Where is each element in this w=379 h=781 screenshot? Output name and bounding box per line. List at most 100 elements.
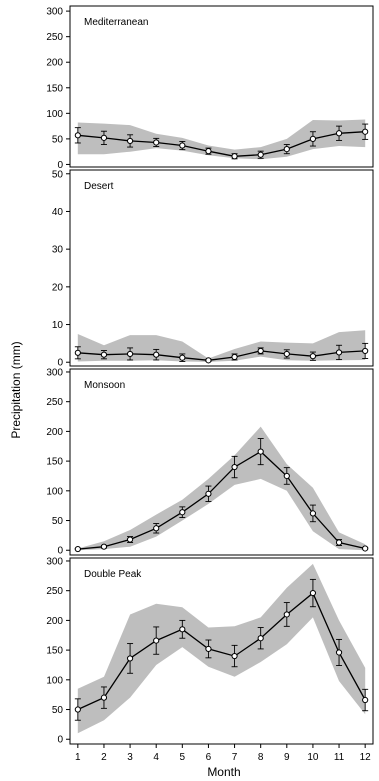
y-tick-label: 50 [52, 516, 64, 527]
panel-label: Monsoon [84, 380, 125, 391]
y-tick-label: 200 [46, 427, 63, 438]
data-point [362, 128, 369, 135]
data-point [153, 351, 160, 358]
data-point [179, 626, 186, 633]
y-tick-label: 300 [46, 7, 63, 18]
y-tick-label: 100 [46, 486, 63, 497]
data-point [335, 130, 343, 137]
data-point [335, 649, 343, 656]
data-point [179, 354, 186, 361]
panel-label: Desert [84, 181, 114, 192]
y-tick-label: 200 [46, 616, 63, 627]
data-point [205, 148, 212, 155]
data-point [309, 135, 317, 142]
y-tick-label: 0 [57, 358, 63, 369]
data-point [231, 463, 238, 471]
data-point [283, 350, 290, 358]
y-tick-label: 0 [57, 160, 63, 171]
y-tick-label: 20 [52, 282, 64, 293]
x-tick-label: 4 [153, 752, 159, 763]
panel-frame [69, 557, 374, 745]
data-point [205, 357, 212, 364]
data-point [100, 694, 108, 701]
x-tick-label: 1 [75, 752, 81, 763]
x-axis-title: Month [207, 765, 240, 779]
x-tick-label: 9 [284, 752, 290, 763]
data-point [362, 347, 369, 355]
x-tick-label: 12 [360, 752, 372, 763]
data-point [283, 611, 290, 618]
y-tick-label: 150 [46, 646, 63, 657]
chart-panels: 050100150200250300Mediterranean010203040… [46, 5, 374, 746]
data-point [283, 146, 290, 153]
panel: 0 50 100 150 200 250 300 Double Peak [46, 556, 374, 746]
range-band [77, 330, 366, 362]
panel-frame [69, 5, 374, 168]
range-band [77, 119, 366, 160]
y-tick-label: 100 [46, 109, 63, 120]
data-point [74, 132, 81, 139]
x-tick-label: 8 [258, 752, 264, 763]
y-tick-label: 250 [46, 397, 63, 408]
series-line [77, 592, 366, 711]
data-point [179, 142, 186, 149]
data-point [231, 353, 238, 361]
data-point [74, 349, 81, 356]
x-axis: 1 2 3 4 5 6 7 8 9 10 11 12 [75, 744, 371, 763]
y-tick-label: 10 [52, 320, 64, 331]
panel-label: Mediterranean [84, 17, 148, 28]
data-point [231, 652, 238, 660]
data-point [362, 545, 369, 552]
data-point [257, 347, 264, 355]
x-tick-label: 11 [334, 752, 345, 763]
y-tick-label: 0 [57, 735, 63, 746]
panel: 0 50 100 150 200 250 300 Monsoon [46, 367, 374, 557]
panel-frame [69, 368, 374, 556]
data-point [74, 545, 81, 553]
data-point [126, 350, 134, 358]
y-tick-label: 150 [46, 83, 63, 94]
x-tick-label: 7 [232, 752, 238, 763]
data-point [100, 351, 108, 358]
y-tick-label: 250 [46, 586, 63, 597]
data-point [362, 696, 369, 704]
data-point [309, 510, 317, 517]
series-line [77, 131, 366, 157]
y-axis-title: Precipitation (mm) [9, 341, 23, 438]
data-point [257, 448, 264, 455]
series-line [77, 450, 366, 550]
y-tick-label: 250 [46, 32, 63, 43]
data-point [257, 151, 264, 158]
data-point [205, 490, 212, 497]
panel: 0 10 20 30 40 50 Desert [52, 169, 374, 369]
x-tick-label: 6 [206, 752, 212, 763]
data-point [335, 539, 343, 546]
data-point [126, 137, 134, 145]
data-point [309, 353, 317, 360]
y-tick-label: 0 [57, 546, 63, 557]
x-tick-label: 3 [127, 752, 133, 763]
data-point [100, 543, 108, 550]
data-point [283, 472, 290, 480]
range-band [77, 563, 366, 734]
y-tick-label: 50 [52, 705, 64, 716]
series-line [77, 350, 366, 361]
range-band [77, 426, 366, 551]
panel: 0 50 100 150 200 250 300 Mediterranean [46, 5, 374, 171]
data-point [153, 525, 160, 532]
data-point [335, 349, 343, 356]
data-point [309, 589, 317, 597]
data-point [153, 637, 160, 644]
y-tick-label: 50 [52, 169, 64, 180]
x-tick-label: 2 [101, 752, 107, 763]
data-point [74, 706, 81, 713]
x-tick-label: 5 [180, 752, 186, 763]
y-tick-label: 300 [46, 367, 63, 378]
panel-label: Double Peak [84, 569, 142, 580]
data-point [100, 134, 108, 141]
data-point [179, 509, 186, 516]
y-tick-label: 100 [46, 675, 63, 686]
data-point [126, 536, 134, 543]
y-tick-label: 150 [46, 457, 63, 468]
